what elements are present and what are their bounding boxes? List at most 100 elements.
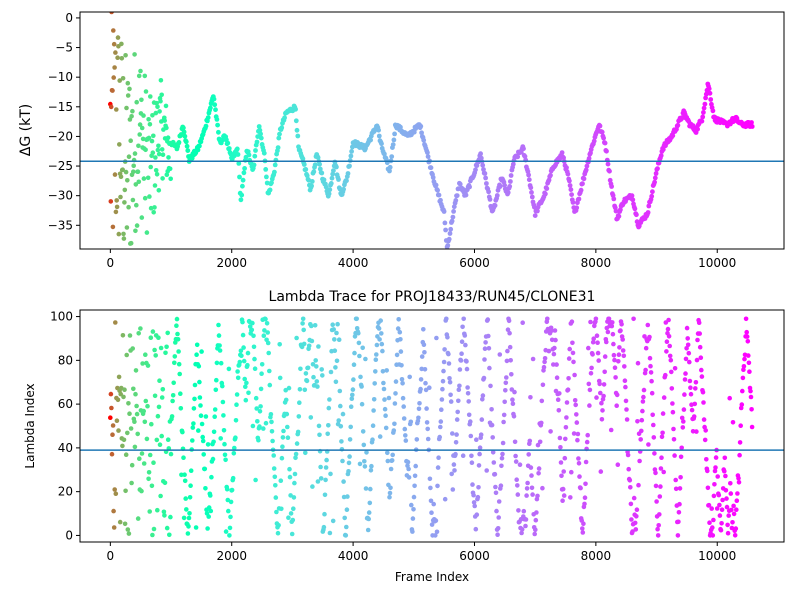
delta-g-point-613 — [510, 161, 516, 167]
delta-g-point-366 — [331, 168, 336, 174]
lambda-point-881 — [589, 365, 594, 371]
lambda-point-836 — [564, 400, 570, 405]
lambda-point-396 — [324, 457, 329, 463]
lambda-point-727 — [505, 348, 510, 354]
lambda-point-233 — [235, 369, 240, 374]
lambda-point-123 — [175, 331, 180, 337]
lambda-point-223 — [229, 487, 235, 493]
lambda-point-115 — [170, 393, 176, 398]
delta-g-point-638 — [529, 190, 534, 195]
lambda-point-337 — [292, 480, 297, 486]
lambda-point-564 — [416, 415, 421, 421]
lambda-point-357 — [303, 450, 308, 456]
delta-g-point-317 — [295, 133, 301, 139]
lambda-y-ticks: 0 20 40 60 80 100 — [50, 310, 80, 542]
lambda-point-302 — [273, 483, 278, 488]
delta-g-point-48 — [128, 138, 133, 143]
lambda-point-851 — [572, 398, 578, 403]
delta-g-point-110 — [154, 172, 160, 177]
lambda-point-911 — [605, 329, 611, 335]
lambda-point-750 — [517, 462, 523, 468]
lambda-point-1019 — [664, 339, 670, 345]
delta-g-point-803 — [649, 193, 655, 199]
lambda-point-23 — [120, 333, 126, 338]
delta-g-point-44 — [126, 154, 132, 159]
lambda-point-791 — [540, 485, 545, 491]
lambda-point-574 — [421, 342, 427, 348]
delta-g-point-873 — [700, 114, 706, 120]
lambda-point-1082 — [699, 367, 704, 373]
delta-g-point-223 — [226, 146, 232, 151]
lambda-point-379 — [315, 384, 320, 389]
lambda-point-686 — [482, 346, 488, 352]
lambda-point-57 — [139, 488, 144, 494]
delta-g-point-692 — [568, 187, 574, 193]
delta-g-point-503 — [430, 175, 436, 180]
delta-g-point-511 — [436, 192, 442, 198]
lambda-point-32 — [125, 527, 131, 532]
lambda-y-tick-label-2: 40 — [58, 441, 73, 455]
delta-g-point-646 — [535, 208, 540, 214]
delta-g-point-285 — [272, 169, 277, 175]
lambda-point-442 — [349, 396, 355, 402]
lambda-point-493 — [377, 337, 382, 342]
lambda-point-974 — [640, 408, 645, 414]
lambda-point-519 — [391, 428, 397, 433]
delta-g-point-595 — [497, 184, 503, 189]
lambda-point-69 — [145, 363, 151, 368]
lambda-point-210 — [222, 452, 228, 458]
delta-g-point-703 — [576, 196, 582, 202]
lambda-point-763 — [524, 486, 530, 491]
lambda-point-165 — [198, 403, 203, 408]
lambda-point-832 — [562, 455, 568, 461]
lambda-point-541 — [403, 438, 409, 443]
lambda-point-737 — [510, 401, 516, 407]
lambda-point-917 — [608, 427, 614, 433]
lambda-point-919 — [610, 320, 615, 325]
lambda-x-tick-label-1: 2000 — [216, 549, 247, 563]
delta-g-point-45 — [127, 86, 132, 92]
lambda-point-2 — [109, 405, 114, 411]
lambda-point-439 — [347, 437, 353, 442]
lambda-point-502 — [382, 397, 387, 402]
lambda-point-1039 — [675, 533, 681, 538]
lambda-point-3 — [109, 451, 115, 457]
delta-g-point-10 — [112, 65, 117, 70]
lambda-point-35 — [127, 411, 132, 417]
lambda-point-537 — [401, 404, 407, 409]
lambda-point-219 — [227, 525, 233, 531]
delta-g-point-429 — [376, 133, 382, 139]
lambda-point-468 — [363, 486, 369, 491]
lambda-point-1018 — [664, 349, 669, 354]
lambda-point-1132 — [726, 513, 731, 518]
lambda-point-579 — [424, 406, 429, 411]
lambda-point-778 — [533, 527, 538, 533]
lambda-point-12 — [114, 418, 120, 424]
lambda-point-724 — [503, 380, 509, 386]
lambda-point-294 — [268, 412, 274, 417]
lambda-point-899 — [599, 400, 604, 406]
lambda-point-89 — [156, 404, 162, 410]
lambda-point-787 — [537, 439, 543, 445]
lambda-point-415 — [334, 358, 340, 364]
delta-g-point-845 — [679, 115, 685, 120]
lambda-point-216 — [226, 508, 231, 514]
delta-g-point-221 — [225, 140, 231, 146]
lambda-point-639 — [457, 383, 462, 389]
lambda-point-993 — [650, 412, 655, 418]
lambda-point-209 — [222, 441, 227, 447]
lambda-point-438 — [347, 454, 352, 459]
delta-g-point-1 — [108, 199, 114, 204]
delta-g-y-tick-label-0: 0 — [65, 11, 73, 25]
lambda-point-554 — [410, 516, 416, 521]
lambda-point-813 — [552, 345, 557, 351]
lambda-point-189 — [211, 439, 216, 445]
lambda-point-623 — [448, 392, 453, 398]
lambda-point-221 — [228, 499, 234, 505]
lambda-point-194 — [214, 377, 219, 383]
lambda-point-275 — [258, 404, 263, 409]
lambda-point-852 — [573, 402, 578, 408]
lambda-point-545 — [405, 459, 411, 465]
lambda-point-1023 — [666, 334, 672, 339]
lambda-point-206 — [220, 399, 226, 405]
